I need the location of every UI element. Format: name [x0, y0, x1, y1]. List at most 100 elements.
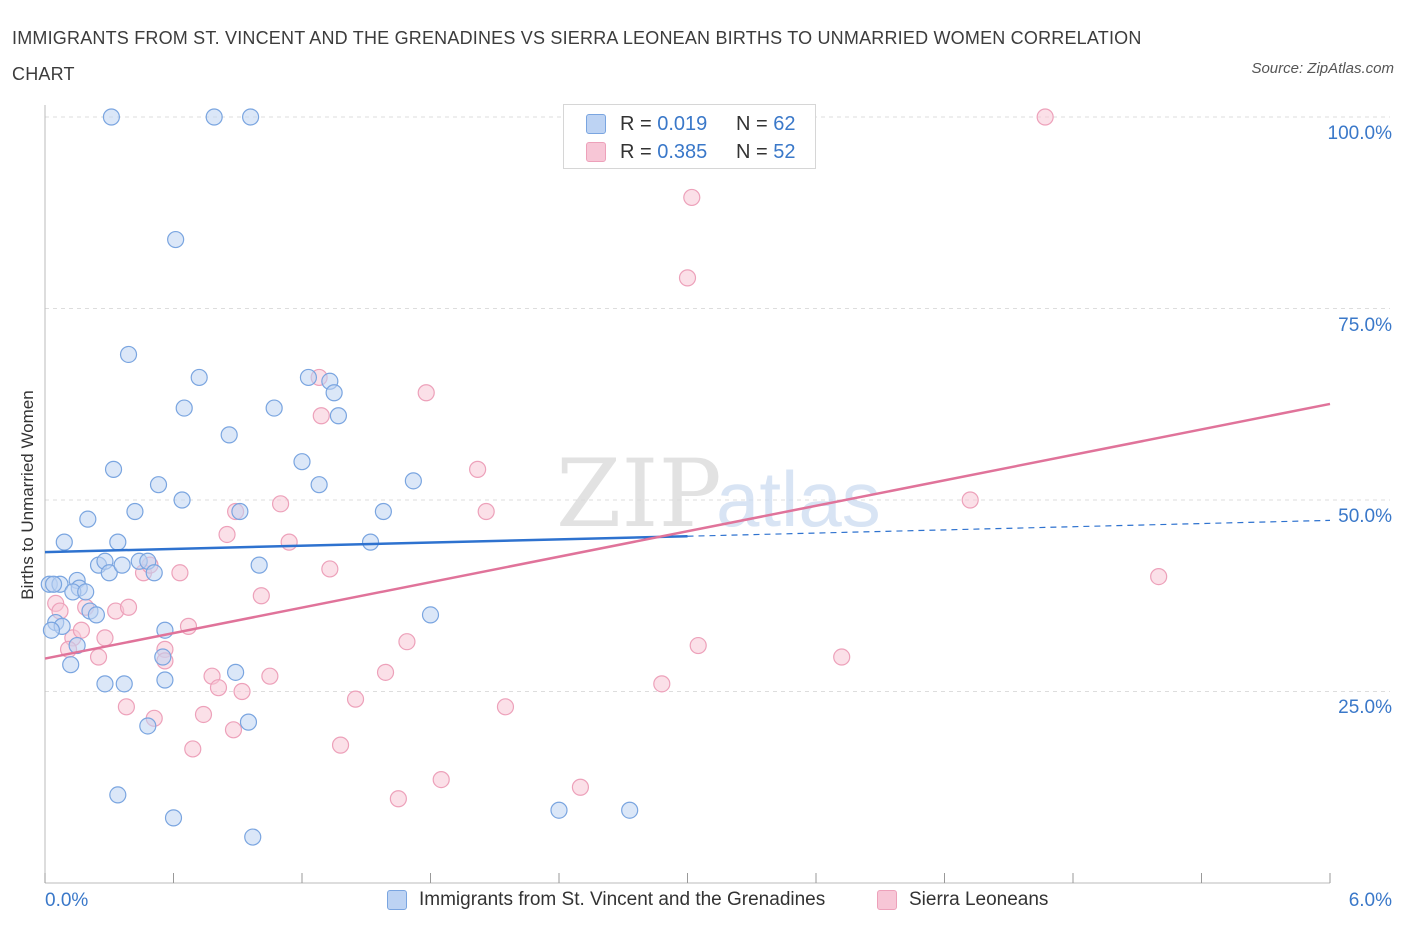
sierra-leonean-point — [833, 648, 851, 666]
immigrant-point — [421, 606, 440, 624]
sierra-leonean-point — [117, 698, 135, 716]
immigrant-point — [244, 828, 262, 846]
svg-immigrant-points — [40, 108, 639, 846]
sierra-leonean-point — [224, 721, 243, 739]
immigrant-point — [164, 809, 183, 827]
series-legend: Immigrants from St. Vincent and the Gren… — [0, 889, 1406, 915]
gridlines — [45, 116, 1390, 692]
immigrant-point — [265, 399, 283, 417]
sierra-leonean-trend-line — [44, 402, 1331, 660]
immigrant-trend-line-extension — [687, 519, 1331, 537]
sierra-leonean-point — [678, 269, 697, 287]
sierra-leonean-point — [683, 188, 701, 207]
y-tick-100: 100.0% — [1327, 123, 1392, 144]
immigrant-point — [68, 636, 86, 655]
pink-swatch — [877, 890, 897, 910]
immigrant-point — [44, 575, 63, 593]
immigrant-point — [149, 476, 168, 494]
immigrant-point — [104, 460, 123, 478]
legend-n-label: N = — [735, 112, 768, 135]
blue-swatch — [387, 890, 407, 910]
sierra-leonean-point — [689, 636, 707, 655]
sierra-leonean-point — [477, 502, 495, 521]
legend-r-value: 0.385 — [657, 140, 708, 163]
sierra-leonean-point — [89, 648, 108, 666]
blue-swatch — [586, 114, 606, 134]
immigrant-point — [100, 564, 118, 582]
axes — [44, 105, 1331, 884]
trend-lines — [44, 402, 1331, 660]
sierra-leonean-point — [321, 560, 339, 578]
sierra-leonean-point — [496, 698, 515, 716]
immigrant-point — [325, 384, 343, 402]
sierra-leonean-point — [1150, 567, 1168, 586]
immigrant-point — [231, 502, 249, 521]
legend-n-value: 62 — [773, 112, 796, 135]
immigrant-point — [113, 556, 131, 574]
immigrant-point — [190, 368, 208, 387]
immigrant-point — [242, 108, 260, 126]
sierra-leonean-point — [119, 598, 138, 616]
immigrant-point — [119, 345, 138, 364]
immigrant-point — [220, 426, 238, 444]
immigrant-point — [87, 606, 106, 624]
y-tick-75: 75.0% — [1338, 315, 1392, 336]
immigrant-point — [42, 621, 61, 639]
immigrant-point — [550, 801, 568, 819]
immigrant-point — [154, 648, 172, 666]
legend-item-label: Immigrants from St. Vincent and the Gren… — [419, 889, 826, 910]
sierra-leonean-point — [271, 495, 290, 513]
immigrant-point — [126, 502, 144, 521]
sierra-leonean-point — [417, 384, 435, 402]
sierra-leonean-point — [194, 705, 213, 724]
legend-n-label: N = — [735, 140, 768, 163]
x-tick-max: 6.0% — [1348, 890, 1392, 911]
immigrant-point — [310, 476, 328, 494]
sierra-leonean-point — [171, 564, 189, 582]
immigrant-point — [109, 533, 127, 551]
immigrant-point — [374, 502, 392, 521]
immigrant-point — [329, 407, 348, 425]
sierra-leonean-point — [252, 587, 270, 605]
y-tick-25: 25.0% — [1338, 697, 1392, 718]
source-note: Source: ZipAtlas.com — [1251, 60, 1394, 77]
sierra-leonean-point — [261, 667, 279, 685]
immigrant-point — [79, 510, 97, 528]
immigrant-point — [77, 583, 95, 601]
immigrant-point — [293, 453, 311, 471]
immigrant-trend-line — [44, 534, 688, 554]
immigrant-point — [55, 533, 73, 551]
immigrant-point — [139, 717, 157, 735]
sierra-leonean-point — [469, 460, 487, 478]
immigrant-point — [115, 675, 133, 693]
chart-title: IMMIGRANTS FROM ST. VINCENT AND THE GREN… — [12, 28, 1142, 84]
immigrant-point — [156, 671, 174, 689]
legend-item-sierra-leoneans[interactable]: Sierra Leoneans — [877, 889, 1048, 911]
legend-r-label: R = — [620, 112, 652, 135]
sierra-leonean-point — [961, 491, 979, 509]
sierra-leonean-point — [280, 533, 298, 551]
legend-n-value: 52 — [773, 140, 796, 163]
immigrant-point — [250, 556, 268, 574]
immigrant-point — [404, 472, 422, 490]
legend-item-immigrants[interactable]: Immigrants from St. Vincent and the Gren… — [387, 889, 825, 911]
legend-row-pink: R = 0.385 N = 52 — [586, 139, 795, 165]
sierra-leonean-point — [233, 682, 251, 701]
sierra-leonean-point — [312, 407, 330, 425]
sierra-leonean-point — [571, 778, 590, 796]
immigrant-point — [62, 656, 80, 674]
immigrant-point — [621, 801, 639, 819]
legend-row-blue: R = 0.019 N = 62 — [586, 111, 795, 137]
immigrant-point — [145, 564, 163, 582]
sierra-leonean-point — [346, 690, 365, 708]
sierra-leonean-point — [432, 770, 450, 789]
x-tick-min: 0.0% — [45, 890, 89, 911]
sierra-leonean-point — [331, 736, 350, 754]
immigrant-point — [361, 533, 380, 551]
immigrant-point — [175, 399, 193, 417]
sierra-leonean-point — [96, 629, 114, 647]
sierra-leonean-point — [376, 663, 395, 681]
sierra-leonean-point — [389, 790, 407, 808]
sierra-leonean-point — [1036, 108, 1054, 126]
